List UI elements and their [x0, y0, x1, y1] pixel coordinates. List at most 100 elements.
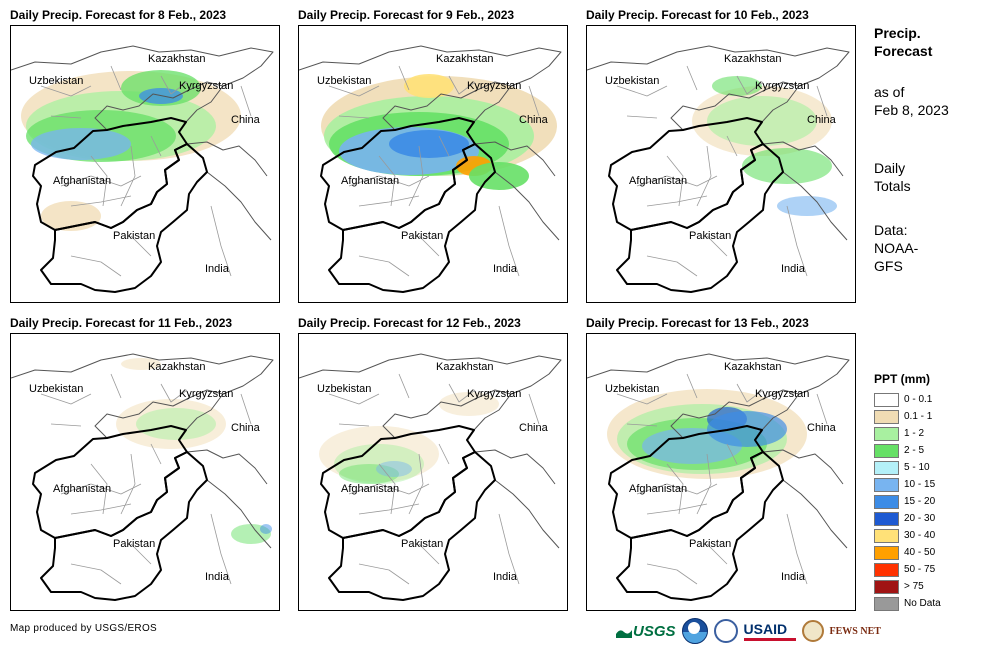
legend-label: > 75 — [904, 581, 924, 592]
country-label-pakistan: Pakistan — [401, 538, 443, 550]
legend-swatch — [874, 562, 899, 577]
legend-label: 20 - 30 — [904, 513, 936, 524]
daily-line1: Daily — [874, 160, 906, 176]
country-label-china: China — [231, 114, 261, 126]
legend-item: > 75 — [874, 578, 979, 595]
country-label-pakistan: Pakistan — [113, 230, 155, 242]
panel-title: Daily Precip. Forecast for 11 Feb., 2023 — [10, 316, 233, 330]
country-label-kazakhstan: Kazakhstan — [148, 361, 205, 373]
legend-swatch — [874, 528, 899, 543]
central-asia-border — [587, 45, 850, 166]
precip-area — [376, 461, 412, 477]
legend-swatch — [874, 511, 899, 526]
forecast-map: Kazakhstan Uzbekistan Kyrgyzstan China Afgha… — [10, 25, 280, 303]
china-border — [185, 85, 272, 241]
precip-layer — [21, 70, 241, 231]
pakistan-border — [40, 451, 208, 601]
precip-area — [712, 76, 762, 96]
legend-label: 30 - 40 — [904, 530, 936, 541]
legend-title: PPT (mm) — [874, 372, 931, 386]
country-label-india: India — [493, 263, 518, 275]
central-asia-border — [587, 353, 850, 474]
usgs-wave-icon — [616, 630, 632, 638]
province-boundaries — [616, 373, 828, 585]
legend-item: 0.1 - 1 — [874, 408, 979, 425]
legend-item: 0 - 0.1 — [874, 391, 979, 408]
legend-item: 15 - 20 — [874, 493, 979, 510]
country-label-uzbekistan: Uzbekistan — [317, 75, 371, 87]
precip-area — [136, 408, 216, 440]
legend-label: 15 - 20 — [904, 496, 936, 507]
precip-area — [116, 399, 226, 449]
forecast-map: Kazakhstan Uzbekistan Kyrgyzstan China Afgha… — [10, 333, 280, 611]
legend-swatch — [874, 426, 899, 441]
precip-layer — [116, 358, 272, 544]
country-label-afghanistan: Afghanistan — [53, 175, 111, 187]
country-label-china: China — [231, 422, 261, 434]
legend-item: 1 - 2 — [874, 425, 979, 442]
china-border — [473, 85, 560, 241]
legend-swatch — [874, 579, 899, 594]
country-label-pakistan: Pakistan — [113, 538, 155, 550]
country-label-uzbekistan: Uzbekistan — [29, 383, 83, 395]
country-label-afghanistan: Afghanistan — [53, 483, 111, 495]
precip-area — [439, 392, 499, 416]
legend-swatch — [874, 596, 899, 611]
legend-item: No Data — [874, 595, 979, 612]
legend-rows: 0 - 0.1 0.1 - 1 1 - 2 2 - 5 5 - 10 10 - 15 15 … — [874, 391, 979, 612]
forecast-map: Kazakhstan Uzbekistan Kyrgyzstan China Afgha… — [586, 25, 856, 303]
legend-item: 20 - 30 — [874, 510, 979, 527]
province-boundaries — [40, 373, 252, 585]
country-label-kyrgyzstan: Kyrgyzstan — [179, 80, 233, 92]
data-line2: NOAA- — [874, 240, 919, 256]
panel-title: Daily Precip. Forecast for 10 Feb., 2023 — [586, 8, 809, 22]
usgs-logo: USGS — [616, 623, 676, 640]
country-label-pakistan: Pakistan — [689, 230, 731, 242]
map-svg: Kazakhstan Uzbekistan Kyrgyzstan China Afgha… — [587, 353, 850, 601]
legend-swatch — [874, 392, 899, 407]
data-line3: GFS — [874, 258, 903, 274]
precip-layer — [321, 74, 557, 190]
country-label-kazakhstan: Kazakhstan — [148, 53, 205, 65]
logo-strip: USGS USAID FEWS NET — [616, 617, 881, 645]
map-svg: Kazakhstan Uzbekistan Kyrgyzstan China Afgha… — [587, 45, 850, 293]
pakistan-border — [328, 451, 496, 601]
panel-title: Daily Precip. Forecast for 13 Feb., 2023 — [586, 316, 809, 330]
country-label-india: India — [781, 571, 806, 583]
legend-swatch — [874, 477, 899, 492]
country-label-india: India — [781, 263, 806, 275]
country-label-pakistan: Pakistan — [401, 230, 443, 242]
side-title-line1: Precip. — [874, 25, 921, 41]
legend-item: 40 - 50 — [874, 544, 979, 561]
china-border — [473, 393, 560, 549]
usaid-logo: USAID — [743, 622, 796, 641]
province-boundaries — [40, 65, 252, 277]
fewsnet-globe-icon — [801, 620, 824, 642]
china-border — [761, 393, 848, 549]
map-svg: Kazakhstan Uzbekistan Kyrgyzstan China Afgha… — [11, 45, 274, 293]
china-border — [761, 85, 848, 241]
country-label-china: China — [807, 114, 837, 126]
precip-area — [121, 358, 161, 370]
precip-area — [389, 130, 469, 158]
map-svg: Kazakhstan Uzbekistan Kyrgyzstan China Afgha… — [11, 353, 274, 601]
country-label-kyrgyzstan: Kyrgyzstan — [755, 80, 809, 92]
legend-label: 0 - 0.1 — [904, 394, 933, 405]
precip-area — [319, 426, 439, 482]
noaa-logo — [681, 618, 708, 644]
country-label-kazakhstan: Kazakhstan — [724, 361, 781, 373]
side-title-line2: Forecast — [874, 43, 933, 59]
country-label-kyrgyzstan: Kyrgyzstan — [179, 388, 233, 400]
legend-label: 40 - 50 — [904, 547, 936, 558]
country-label-afghanistan: Afghanistan — [629, 483, 687, 495]
country-label-kyrgyzstan: Kyrgyzstan — [755, 388, 809, 400]
fewsnet-logo-text: FEWS NET — [829, 625, 881, 637]
precip-area — [31, 128, 131, 160]
precip-area — [404, 74, 454, 98]
country-label-kyrgyzstan: Kyrgyzstan — [467, 388, 521, 400]
dept-seal-icon — [713, 619, 738, 643]
country-label-kazakhstan: Kazakhstan — [436, 361, 493, 373]
china-border — [185, 393, 272, 549]
precip-area — [777, 196, 837, 216]
country-label-uzbekistan: Uzbekistan — [29, 75, 83, 87]
